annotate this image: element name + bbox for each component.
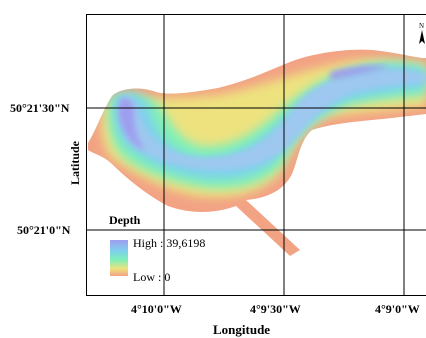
north-arrow-icon: N	[419, 22, 425, 44]
lat-tick-label: 50°21'30"N	[10, 101, 70, 115]
lake-depth-raster	[88, 49, 426, 257]
north-label: N	[419, 22, 424, 30]
lon-tick-label: 4°9'0"W	[375, 302, 420, 316]
y-axis-title: Latitude	[68, 140, 82, 185]
legend-title: Depth	[109, 213, 141, 227]
lon-tick-label: 4°10'0"W	[131, 302, 182, 316]
map-frame	[86, 14, 426, 296]
legend-low-label: Low : 0	[133, 270, 171, 284]
lat-tick-label: 50°21'0"N	[17, 223, 71, 237]
graticule	[86, 14, 426, 296]
legend-color-ramp	[110, 240, 128, 276]
legend-high-label: High : 39,6198	[133, 236, 206, 250]
lon-tick-label: 4°9'30"W	[250, 302, 301, 316]
x-axis-title: Longitude	[213, 322, 271, 337]
